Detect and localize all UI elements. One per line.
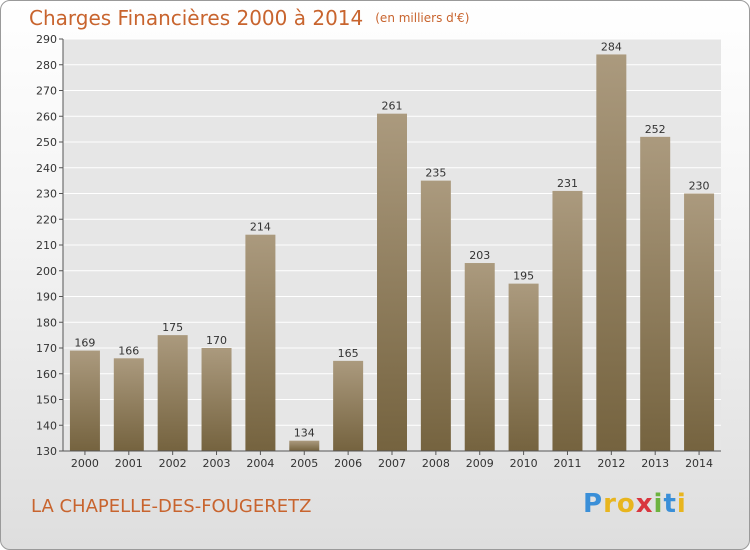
y-tick-label: 280: [36, 59, 57, 72]
logo-letter: P: [583, 489, 604, 519]
value-label-2013: 252: [645, 123, 666, 136]
bar-2001[interactable]: [113, 358, 144, 451]
logo-letter: t: [663, 489, 677, 519]
x-tick-label-2005: 2005: [290, 457, 318, 470]
logo-letter: r: [603, 489, 617, 519]
y-tick-label: 180: [36, 316, 57, 329]
y-tick-label: 260: [36, 110, 57, 123]
bar-2012[interactable]: [596, 54, 627, 451]
bar-2013[interactable]: [640, 136, 671, 451]
bar-2011[interactable]: [552, 190, 583, 452]
x-tick-label-2007: 2007: [378, 457, 406, 470]
bar-2000[interactable]: [69, 350, 100, 451]
y-tick-label: 210: [36, 239, 57, 252]
logo-letter: x: [635, 489, 654, 519]
value-label-2000: 169: [74, 337, 95, 350]
logo-letter: i: [676, 489, 687, 519]
y-tick-label: 150: [36, 394, 57, 407]
proxiti-logo[interactable]: Proxiti: [583, 489, 687, 519]
x-tick-label-2004: 2004: [246, 457, 274, 470]
value-label-2005: 134: [294, 427, 315, 440]
value-label-2009: 203: [469, 249, 490, 262]
value-label-2002: 175: [162, 321, 183, 334]
x-tick-label-2010: 2010: [510, 457, 538, 470]
value-label-2014: 230: [689, 180, 710, 193]
value-label-2003: 170: [206, 334, 227, 347]
x-tick-label-2009: 2009: [466, 457, 494, 470]
value-label-2012: 284: [601, 40, 622, 53]
logo-letter: o: [616, 489, 636, 519]
y-tick-label: 240: [36, 162, 57, 175]
x-tick-label-2014: 2014: [685, 457, 713, 470]
bar-2014[interactable]: [684, 193, 715, 452]
value-label-2007: 261: [382, 100, 403, 113]
chart-title-text: Charges Financières 2000 à 2014: [29, 6, 364, 30]
x-tick-label-2003: 2003: [203, 457, 231, 470]
y-tick-label: 250: [36, 136, 57, 149]
x-tick-label-2000: 2000: [71, 457, 99, 470]
chart-title: Charges Financières 2000 à 2014 (en milli…: [29, 6, 469, 30]
value-label-2008: 235: [425, 167, 446, 180]
y-tick-label: 170: [36, 342, 57, 355]
y-tick-label: 190: [36, 291, 57, 304]
y-tick-label: 220: [36, 213, 57, 226]
x-tick-label-2001: 2001: [115, 457, 143, 470]
y-tick-label: 230: [36, 188, 57, 201]
y-axis: 130 140 150 160 170 180 190 200 210 220 230 240 250 2…: [36, 33, 64, 458]
bar-2002[interactable]: [157, 335, 188, 451]
y-tick-label: 130: [36, 445, 57, 458]
bar-2007[interactable]: [377, 113, 407, 452]
x-axis: 2000 2001 2002 2003 2004 2005 2006 2007 2008 2009…: [63, 450, 721, 470]
x-tick-label-2006: 2006: [334, 457, 362, 470]
x-tick-label-2002: 2002: [159, 457, 187, 470]
y-tick-label: 160: [36, 368, 57, 381]
value-label-2006: 165: [338, 347, 359, 360]
bar-2005[interactable]: [289, 440, 320, 451]
commune-name: LA CHAPELLE-DES-FOUGERETZ: [31, 496, 312, 517]
value-label-2001: 166: [118, 344, 139, 357]
bar-2008[interactable]: [420, 180, 451, 451]
x-tick-label-2008: 2008: [422, 457, 450, 470]
bar-2004[interactable]: [245, 234, 276, 451]
y-tick-label: 140: [36, 419, 57, 432]
bar-2010[interactable]: [508, 283, 539, 451]
bars: 169 166 175 170 214 134 165 261 235 203 195 231 284 2…: [69, 40, 715, 452]
value-label-2010: 195: [513, 270, 534, 283]
x-tick-label-2013: 2013: [641, 457, 669, 470]
x-tick-label-2012: 2012: [597, 457, 625, 470]
bar-2009[interactable]: [464, 263, 495, 451]
x-tick-label-2011: 2011: [553, 457, 581, 470]
logo-letter: i: [653, 489, 664, 519]
value-label-2011: 231: [557, 177, 578, 190]
bar-2006[interactable]: [333, 360, 364, 451]
chart-unit: (en milliers d'€): [375, 11, 470, 25]
value-label-2004: 214: [250, 221, 271, 234]
y-tick-label: 270: [36, 85, 57, 98]
y-tick-label: 290: [36, 33, 57, 46]
y-tick-label: 200: [36, 265, 57, 278]
bar-2003[interactable]: [201, 348, 232, 451]
